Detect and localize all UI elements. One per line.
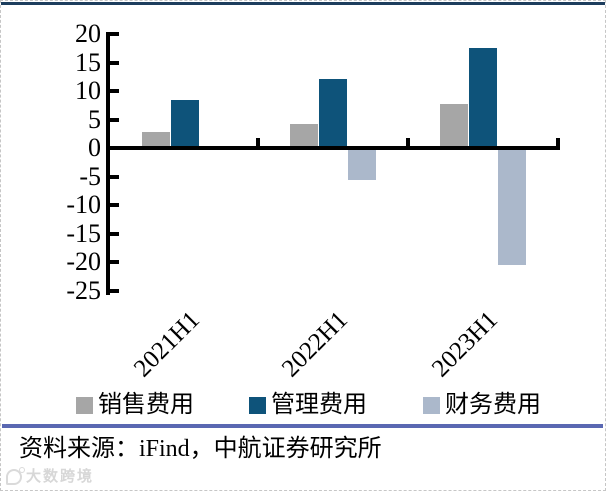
y-axis-tick xyxy=(110,260,119,265)
x-axis-tick xyxy=(106,138,110,147)
y-axis-tick xyxy=(110,89,119,94)
y-axis-label: -25 xyxy=(66,276,101,305)
y-axis-label: 10 xyxy=(75,76,101,106)
y-axis-tick xyxy=(110,203,119,208)
x-axis-baseline xyxy=(106,146,560,151)
y-axis-tick xyxy=(110,289,119,293)
y-axis-label: -15 xyxy=(66,218,101,248)
y-axis-tick xyxy=(110,231,119,236)
bar-财务费用-2022H1 xyxy=(348,148,376,181)
x-axis-tick xyxy=(406,138,410,147)
source-attribution: 资料来源：iFind，中航证券研究所 xyxy=(19,436,382,462)
y-axis-tick xyxy=(110,60,119,65)
bar-管理费用-2023H1 xyxy=(469,47,497,149)
x-category-label: 2021H1 xyxy=(129,306,206,383)
legend-label: 财务费用 xyxy=(445,392,541,418)
bar-财务费用-2023H1 xyxy=(498,148,526,265)
bar-销售费用-2023H1 xyxy=(440,104,468,149)
legend-swatch-icon xyxy=(76,396,93,414)
y-axis-label: -5 xyxy=(79,161,101,191)
y-axis-tick xyxy=(110,117,119,122)
legend-item-财务费用: 财务费用 xyxy=(423,393,541,417)
y-axis-label: 20 xyxy=(75,19,101,48)
y-axis-label: -20 xyxy=(66,247,101,277)
y-axis-tick xyxy=(110,174,119,179)
expense-bar-chart: 20 15 10 5 0 -5 -10 -15 -20 -25 2021H1 2022H1 2023H1 xyxy=(1,1,605,421)
x-axis-tick xyxy=(556,138,560,147)
legend-label: 销售费用 xyxy=(98,392,194,418)
legend-item-销售费用: 销售费用 xyxy=(76,393,194,417)
x-axis-tick xyxy=(256,138,260,147)
bar-销售费用-2022H1 xyxy=(290,123,318,149)
legend-label: 管理费用 xyxy=(271,392,367,418)
x-category-label: 2022H1 xyxy=(277,306,354,383)
bar-管理费用-2021H1 xyxy=(171,100,199,149)
y-axis-label: 0 xyxy=(88,133,101,163)
watermark: 大数跨境 xyxy=(6,467,95,485)
watermark-logo-icon xyxy=(6,467,25,485)
bar-销售费用-2021H1 xyxy=(142,132,170,149)
legend-swatch-icon xyxy=(423,396,440,414)
x-category-label: 2023H1 xyxy=(427,306,504,383)
top-border-line xyxy=(1,2,605,5)
legend-item-管理费用: 管理费用 xyxy=(249,393,367,417)
y-axis-line xyxy=(106,32,110,295)
bar-管理费用-2022H1 xyxy=(319,78,347,149)
watermark-text: 大数跨境 xyxy=(26,468,95,485)
y-axis-tick xyxy=(110,32,119,36)
y-axis-label: 5 xyxy=(88,104,101,134)
source-divider-line xyxy=(2,424,603,428)
legend-swatch-icon xyxy=(249,396,266,414)
y-axis-label: -10 xyxy=(66,190,101,220)
y-axis-label: 15 xyxy=(75,47,101,77)
